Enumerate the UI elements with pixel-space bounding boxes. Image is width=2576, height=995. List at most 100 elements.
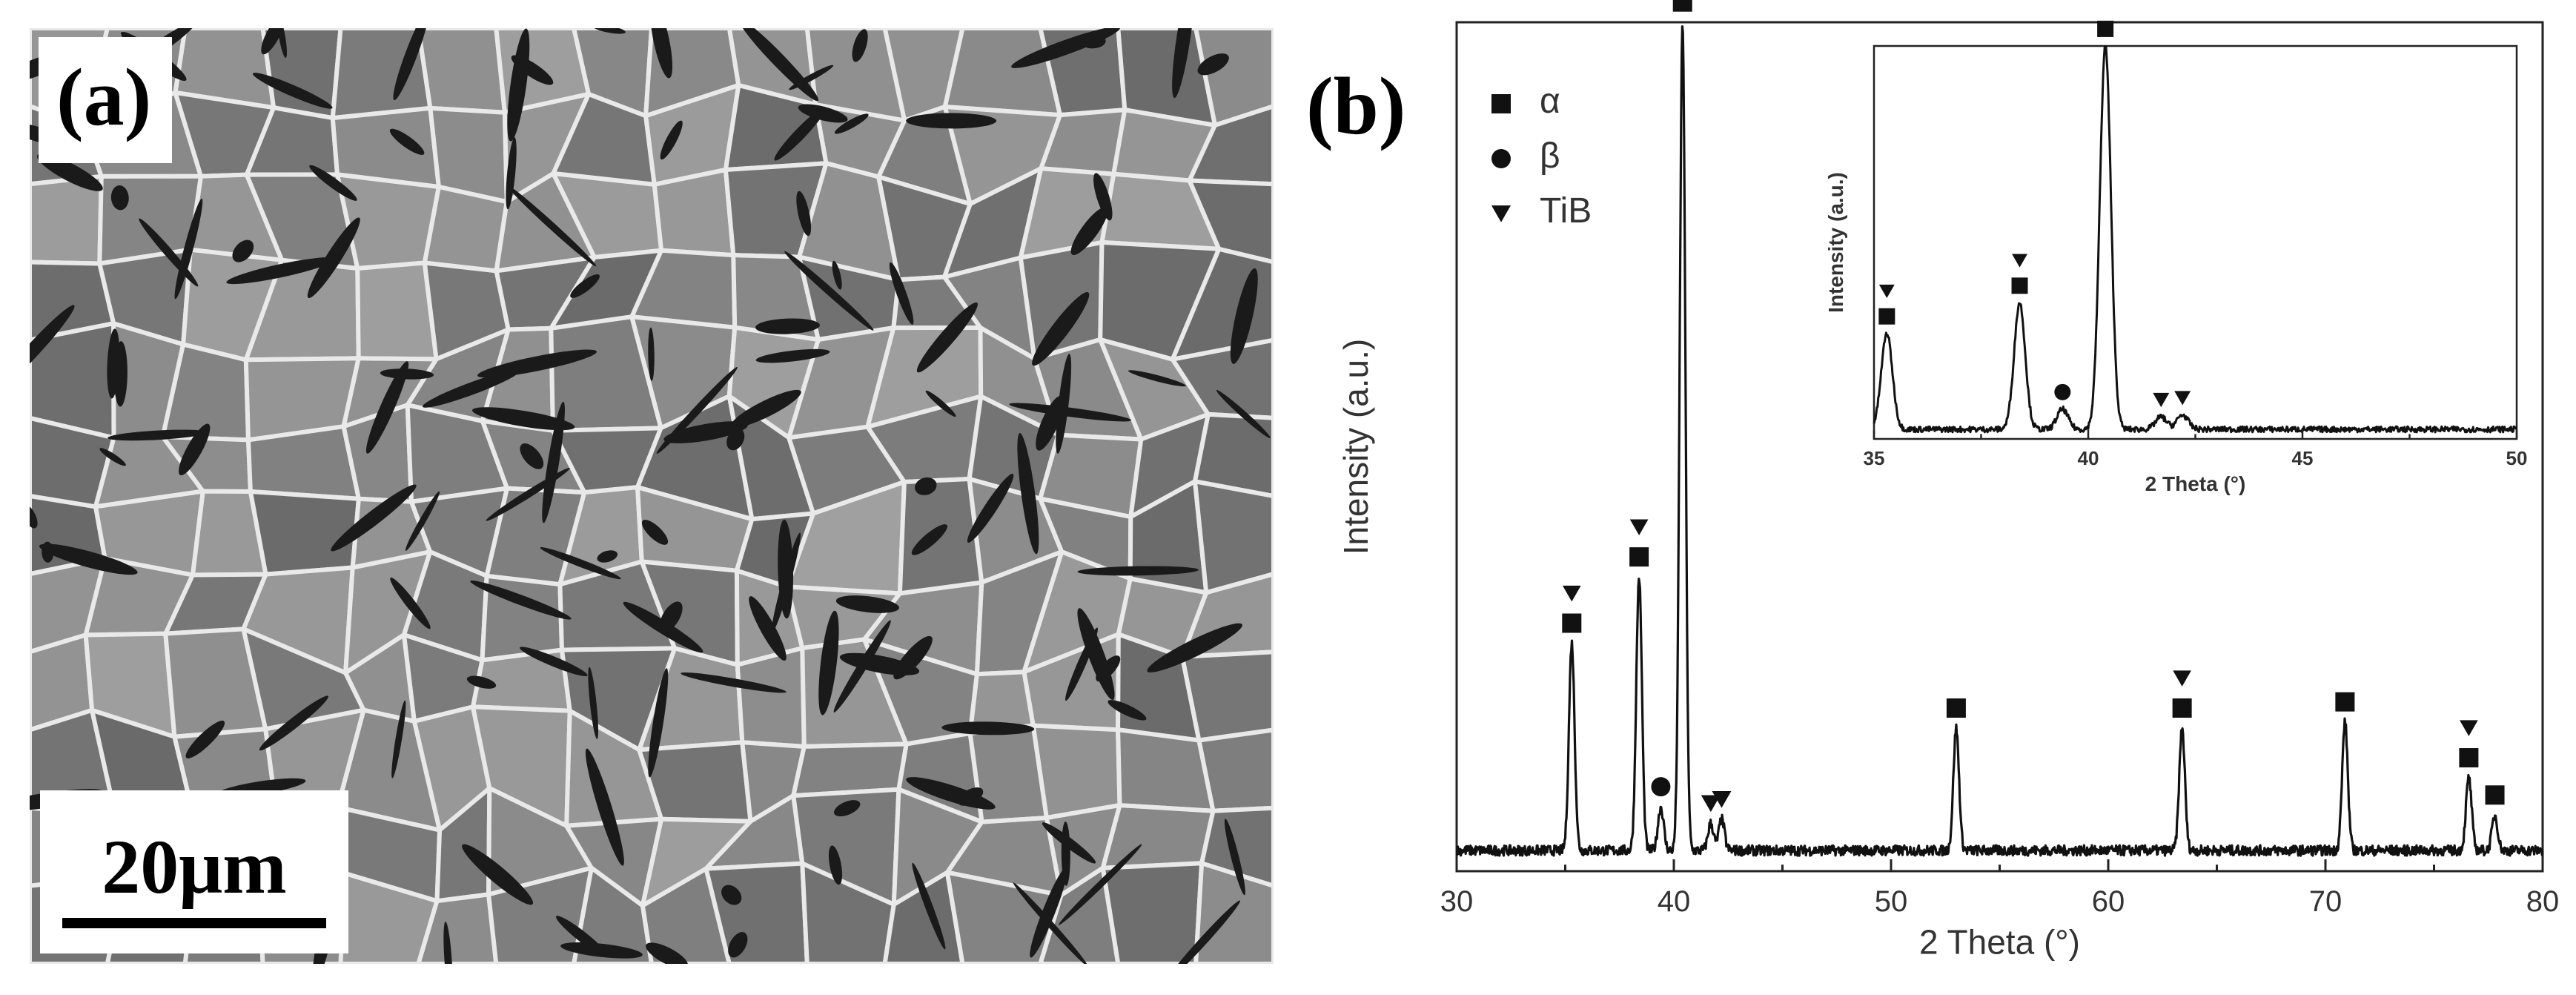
tib-whisker (656, 366, 738, 454)
tib-whisker (331, 484, 417, 552)
tib-whisker (731, 389, 801, 428)
tib-whisker (42, 541, 54, 563)
x-tick-label: 60 (2092, 885, 2125, 918)
tib-whisker (261, 28, 285, 55)
tib-whisker (1077, 608, 1115, 700)
grain (800, 861, 896, 964)
tib-whisker (253, 73, 333, 109)
tib-whisker (443, 922, 453, 964)
tib-whisker (835, 595, 899, 613)
tib-whisker (1059, 844, 1142, 925)
alpha-peak-marker (1629, 547, 1649, 567)
tib-whisker (1013, 882, 1088, 964)
tib-peak-marker (2173, 670, 2191, 687)
tib-whisker (391, 700, 406, 779)
tib-whisker (110, 185, 129, 211)
tib-whisker (772, 532, 801, 632)
tib-whisker (309, 165, 357, 201)
tib-whisker (623, 601, 703, 653)
tib-whisker (755, 318, 820, 334)
grain (1187, 104, 1274, 187)
tib-whisker (916, 302, 978, 373)
beta-peak-marker (2054, 383, 2071, 400)
tib-whisker (486, 467, 570, 521)
tib-whisker (390, 577, 431, 629)
tib-whisker (796, 191, 812, 237)
alpha-peak-marker (1562, 613, 1582, 633)
tib-whisker (179, 423, 211, 476)
tib-whisker (174, 198, 203, 300)
tib-whisker (99, 448, 126, 466)
tib-whisker (1172, 28, 1195, 99)
tib-whisker (506, 137, 517, 210)
tib-whisker (507, 28, 530, 142)
tib-whisker (721, 885, 742, 905)
scale-bar-label: 20μm (102, 824, 287, 910)
tib-whisker (648, 327, 655, 381)
tib-whisker (393, 28, 429, 101)
tib-whisker (915, 477, 937, 495)
panel-a-label: (a) (39, 37, 173, 163)
tib-whisker (1036, 395, 1064, 451)
tib-whisker (422, 369, 520, 408)
panel-b-label: (b) (1306, 61, 1406, 151)
tib-whisker (957, 787, 984, 806)
alpha-peak-marker (2172, 698, 2192, 718)
grain (1187, 178, 1274, 265)
tib-whisker (663, 421, 748, 443)
alpha-peak-marker (2485, 785, 2505, 805)
tib-whisker (462, 844, 534, 905)
tib-whisker (650, 28, 673, 79)
tib-whisker (681, 672, 787, 693)
tib-whisker (277, 28, 288, 59)
tib-whisker (477, 349, 597, 378)
tib-whisker (967, 473, 1014, 543)
alpha-peak-marker (1878, 308, 1895, 325)
x-tick-label: 30 (1440, 885, 1474, 918)
y-axis-label: Intensity (a.u.) (1337, 339, 1375, 555)
tib-whisker (1017, 433, 1039, 555)
tib-whisker (1030, 867, 1067, 958)
sem-micrograph-panel: (a) 20μm (30, 28, 1274, 964)
tib-peak-marker (1701, 795, 1721, 813)
tib-whisker (1077, 566, 1199, 576)
grain (1199, 805, 1274, 888)
beta-peak-marker (1491, 149, 1511, 168)
x-axis-label: 2 Theta (°) (1919, 923, 2080, 962)
tib-whisker (107, 429, 208, 441)
scale-bar: 20μm (40, 790, 348, 953)
tib-whisker (588, 667, 598, 739)
tib-whisker (852, 29, 868, 62)
tib-whisker (30, 305, 75, 394)
tib-whisker (1230, 268, 1258, 364)
tib-whisker (738, 28, 819, 102)
legend-entry-label: β (1540, 136, 1560, 176)
tib-peak-marker (2153, 392, 2170, 408)
tib-whisker (660, 120, 683, 160)
tib-whisker (466, 675, 497, 689)
legend-entry-label: α (1540, 82, 1560, 121)
tib-whisker (405, 491, 440, 551)
tib-whisker (818, 610, 839, 715)
tib-peak-marker (1712, 790, 1732, 808)
x-tick-label: 40 (1658, 885, 1691, 918)
legend: αβ TiB (1491, 82, 1592, 231)
grain (1193, 861, 1274, 964)
tib-whisker (540, 547, 621, 580)
x-tick-label: 50 (2506, 447, 2528, 469)
tib-whisker (232, 239, 254, 262)
grain (1100, 861, 1205, 964)
grain (416, 892, 499, 964)
beta-peak-marker (1651, 777, 1671, 797)
tib-whisker (365, 361, 409, 454)
tib-whisker (592, 28, 626, 34)
tib-whisker (749, 596, 787, 661)
x-tick-label: 80 (2526, 885, 2560, 918)
alpha-peak-marker (2335, 692, 2355, 712)
tib-whisker (646, 942, 689, 964)
tib-whisker (648, 668, 669, 778)
tib-whisker (570, 274, 600, 298)
alpha-peak-marker (2097, 20, 2114, 37)
tib-whisker (259, 695, 328, 751)
tib-whisker (597, 550, 618, 563)
